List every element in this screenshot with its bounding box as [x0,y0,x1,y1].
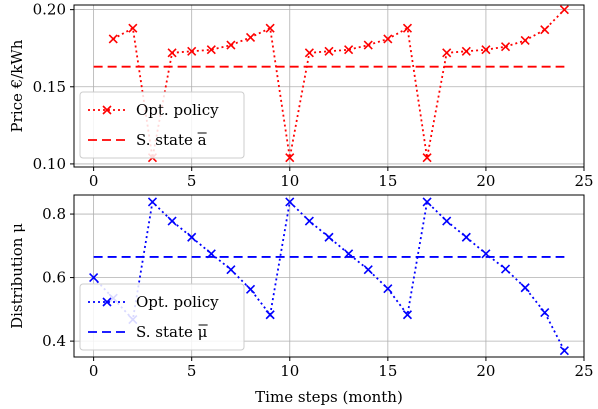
distribution-legend-marker [102,297,112,307]
distribution-legend-label: Opt. policy [136,293,219,311]
price-x-tick-label: 15 [378,172,397,190]
price-data-point [108,34,118,44]
distribution-x-tick-label: 25 [574,362,593,380]
price-x-tick-label: 0 [89,172,99,190]
distribution-x-tick-label: 5 [187,362,197,380]
price-legend-label: Opt. policy [136,101,219,119]
distribution-y-tick-label: 0.8 [42,205,66,223]
price-plot-frame [73,4,585,168]
distribution-data-point [245,284,256,294]
price-data-point [187,46,197,56]
distribution-data-point [89,273,99,283]
distribution-x-tick-label: 15 [378,362,397,380]
distribution-data-point [520,283,530,293]
distribution-y-tick-label: 0.4 [42,332,66,350]
price-legend-label: S. state a [136,131,207,149]
price-data-point [265,23,275,33]
distribution-data-point [559,346,569,356]
price-y-axis-label: Price €/kWh [8,39,26,132]
distribution-legend-label: S. state μ [136,323,208,341]
price-data-point [402,23,413,33]
price-legend: Opt. policy S. state a [79,91,245,159]
distribution-data-point [540,307,550,318]
distribution-data-point [187,232,197,242]
price-legend-box [79,91,245,159]
distribution-x-tick-label: 20 [476,362,495,380]
distribution-data-point [226,265,236,275]
distribution-data-point [363,265,373,275]
price-series-opt-policy-line [112,9,566,158]
price-data-point [461,46,471,56]
distribution-data-point [167,216,177,226]
distribution-data-point [442,216,452,226]
price-data-point [304,48,314,58]
distribution-x-tick-label: 0 [89,362,99,380]
price-data-point [422,153,432,163]
distribution-panel: 0 5 10 15 20 25 0.4 0.6 0.8 Distribution μ Time … [8,194,594,406]
distribution-data-point [422,197,432,207]
price-legend-marker [102,105,112,115]
distribution-data-point [402,310,413,320]
price-data-point [344,45,354,55]
price-panel: 0 5 10 15 20 25 0.10 0.15 0.20 Price €/kWh Opt. … [8,1,594,190]
price-data-point [285,153,295,163]
price-data-point [481,45,491,55]
price-data-point [383,34,393,44]
distribution-data-point [147,197,158,207]
distribution-legend: Opt. policy S. state μ [79,283,245,351]
price-data-point [500,42,511,52]
distribution-data-point [500,264,511,274]
distribution-data-point [265,310,275,320]
distribution-data-point [324,232,334,242]
price-data-point [206,45,216,55]
price-x-tick-label: 5 [187,172,197,190]
price-y-tick-label: 0.15 [33,78,66,96]
price-data-point [245,32,256,42]
price-data-point [128,23,138,33]
price-data-point [442,48,452,58]
price-data-point [167,48,177,58]
price-x-tick-label: 25 [574,172,593,190]
price-x-tick-label: 20 [476,172,495,190]
price-data-point [559,5,569,15]
price-data-point [324,46,334,56]
price-x-tick-label: 10 [280,172,299,190]
distribution-data-point [285,197,295,207]
distribution-data-point [304,216,314,226]
distribution-plot-frame [73,194,585,358]
distribution-y-axis-label: Distribution μ [8,223,26,329]
distribution-legend-box [79,283,245,351]
price-data-point [363,40,373,50]
price-data-point [540,25,550,35]
distribution-data-point [461,232,471,242]
x-axis-label: Time steps (month) [255,388,403,406]
price-y-tick-label: 0.10 [33,155,66,173]
price-data-point [226,40,236,50]
price-y-tick-label: 0.20 [33,1,66,19]
price-data-point [520,35,530,46]
distribution-x-tick-label: 10 [280,362,299,380]
distribution-y-tick-label: 0.6 [42,269,66,287]
distribution-data-point [383,284,393,294]
